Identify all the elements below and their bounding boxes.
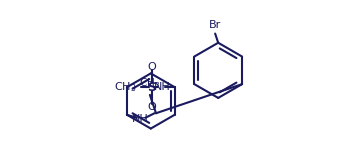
Text: S: S [147, 81, 156, 94]
Text: O: O [147, 102, 156, 112]
Text: NH: NH [132, 114, 149, 124]
Text: Br: Br [209, 20, 221, 30]
Text: NH: NH [154, 82, 171, 92]
Text: CH$_3$: CH$_3$ [114, 80, 136, 94]
Text: CH$_3$: CH$_3$ [139, 76, 161, 90]
Text: O: O [147, 62, 156, 72]
